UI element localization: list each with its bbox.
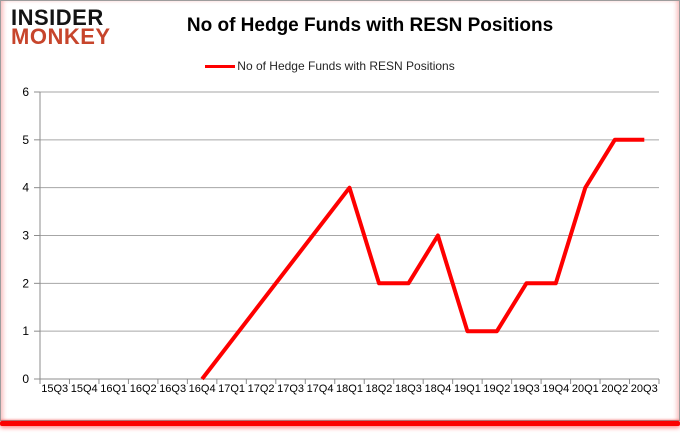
chart-title: No of Hedge Funds with RESN Positions [186,15,554,36]
x-axis-label: 18Q3 [395,383,422,395]
y-axis-label: 3 [22,229,29,243]
insider-monkey-logo: INSIDER MONKEY [11,5,111,50]
x-axis-label: 20Q2 [601,383,628,395]
x-axis-label: 16Q1 [100,383,127,395]
x-axis-label: 17Q1 [218,383,245,395]
legend-line-swatch [205,64,236,68]
y-axis-label: 0 [22,372,29,386]
y-axis-label: 6 [22,85,29,99]
x-axis-label: 20Q3 [631,383,658,395]
x-axis-label: 18Q2 [366,383,393,395]
gridlines [40,91,659,332]
y-axis-label: 5 [22,133,29,147]
x-axis-label: 16Q3 [159,383,186,395]
chart-frame: INSIDER MONKEY No of Hedge Funds with RE… [0,0,680,421]
x-axis-label: 16Q2 [130,383,157,395]
x-axis-label: 15Q4 [71,383,98,395]
x-axis-label: 17Q3 [277,383,304,395]
chart-legend: No of Hedge Funds with RESN Positions [1,59,659,73]
x-axis-labels: 15Q3 15Q4 16Q1 16Q2 16Q3 16Q4 17Q1 17Q2 17Q3 17Q4… [39,379,660,395]
y-axis-label: 4 [22,181,29,195]
red-accent-bar [0,421,680,426]
x-axis-label: 18Q4 [424,383,451,395]
y-axis-label: 2 [22,276,29,290]
logo-line-monkey: MONKEY [11,24,111,50]
x-axis-label: 17Q2 [248,383,275,395]
x-axis-label: 17Q4 [307,383,334,395]
x-axis-label: 19Q2 [483,383,510,395]
series-line [200,137,645,381]
y-axis-label: 1 [22,324,29,338]
x-axis-label: 15Q3 [41,383,68,395]
x-axis-label: 20Q1 [572,383,599,395]
x-axis-label: 18Q1 [336,383,363,395]
x-axis-label: 19Q3 [513,383,540,395]
x-axis-label: 19Q1 [454,383,481,395]
logo-line-insider: INSIDER [11,5,104,30]
legend-label: No of Hedge Funds with RESN Positions [237,59,455,73]
x-axis-label: 19Q4 [542,383,569,395]
x-axis-label: 16Q4 [189,383,216,395]
y-axis-labels: 0 1 2 3 4 5 6 [22,85,40,386]
